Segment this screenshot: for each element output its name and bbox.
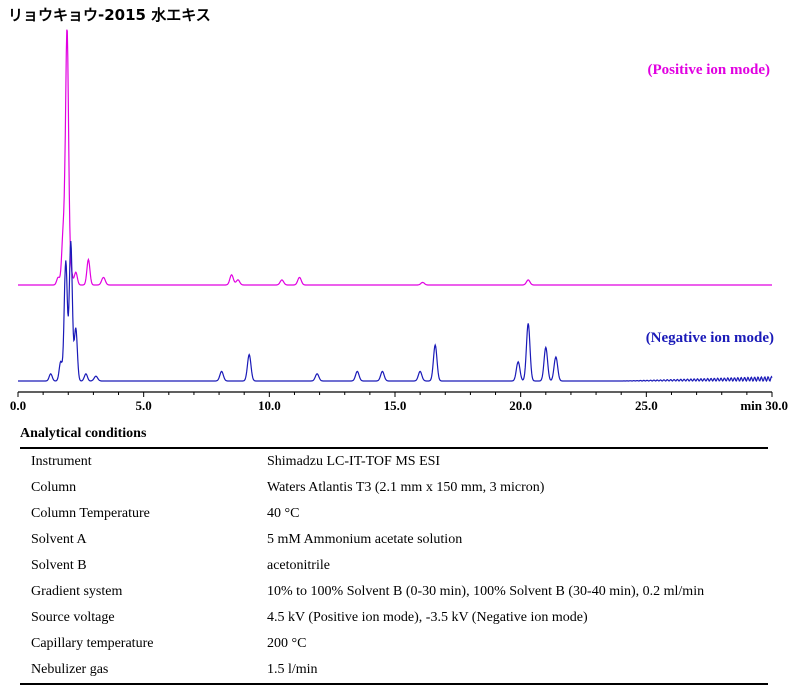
condition-value: 40 °C	[267, 506, 300, 521]
chart-title: リョウキョウ-2015 水エキス	[8, 6, 211, 24]
condition-row: Gradient system 10% to 100% Solvent B (0-…	[20, 579, 768, 605]
negative-ion-line	[18, 241, 773, 383]
condition-value: Shimadzu LC-IT-TOF MS ESI	[267, 454, 441, 469]
condition-row: Solvent A 5 mM Ammonium acetate solution	[20, 527, 768, 553]
positive-ion-line	[18, 29, 772, 286]
chromatogram: 0.0 5.0 10.0 15.0 20.0 25.0 min 30.0	[10, 29, 788, 413]
conditions-heading: Analytical conditions	[20, 426, 147, 441]
positive-mode-label: (Positive ion mode)	[647, 62, 770, 78]
condition-key: Source voltage	[31, 610, 115, 625]
condition-row: Solvent B acetonitrile	[20, 553, 768, 579]
x-tick-label: 10.0	[258, 398, 281, 413]
condition-value: 200 °C	[267, 636, 307, 651]
condition-value: acetonitrile	[267, 558, 330, 573]
condition-key: Nebulizer gas	[31, 662, 109, 677]
negative-ion-trace	[18, 241, 773, 383]
condition-key: Solvent B	[31, 558, 87, 573]
condition-value: 10% to 100% Solvent B (0-30 min), 100% S…	[267, 584, 705, 599]
condition-key: Column	[31, 480, 77, 495]
condition-value: Waters Atlantis T3 (2.1 mm x 150 mm, 3 m…	[267, 480, 545, 495]
x-tick-label: min 30.0	[740, 398, 788, 413]
x-tick-label: 5.0	[136, 398, 152, 413]
condition-value: 1.5 l/min	[267, 662, 318, 677]
condition-value: 5 mM Ammonium acetate solution	[267, 532, 463, 547]
condition-value: 4.5 kV (Positive ion mode), -3.5 kV (Neg…	[267, 610, 588, 625]
condition-key: Gradient system	[31, 584, 123, 599]
x-axis-ticks: 0.0 5.0 10.0 15.0 20.0 25.0 min 30.0	[10, 392, 788, 413]
condition-row: Instrument Shimadzu LC-IT-TOF MS ESI	[20, 448, 768, 475]
condition-row: Column Waters Atlantis T3 (2.1 mm x 150 m…	[20, 475, 768, 501]
condition-key: Instrument	[31, 454, 92, 469]
condition-row: Capillary temperature 200 °C	[20, 631, 768, 657]
condition-key: Solvent A	[31, 532, 87, 547]
condition-row: Column Temperature 40 °C	[20, 501, 768, 527]
condition-key: Capillary temperature	[31, 636, 154, 651]
condition-row: Nebulizer gas 1.5 l/min	[20, 657, 768, 684]
x-tick-label: 15.0	[384, 398, 407, 413]
x-tick-label: 20.0	[509, 398, 532, 413]
x-tick-label: 0.0	[10, 398, 26, 413]
positive-ion-trace	[18, 29, 772, 286]
conditions-table: Instrument Shimadzu LC-IT-TOF MS ESI Colum…	[20, 447, 768, 685]
negative-mode-label: (Negative ion mode)	[645, 330, 774, 346]
x-tick-label: 25.0	[635, 398, 658, 413]
condition-key: Column Temperature	[31, 506, 150, 521]
condition-row: Source voltage 4.5 kV (Positive ion mode)…	[20, 605, 768, 631]
